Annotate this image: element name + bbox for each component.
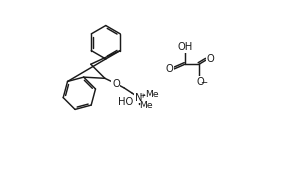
- Text: OH: OH: [177, 42, 193, 52]
- Text: O: O: [112, 79, 120, 89]
- Text: O: O: [196, 77, 204, 87]
- Text: O: O: [166, 64, 174, 74]
- Text: Me: Me: [145, 90, 159, 99]
- Text: O: O: [206, 54, 214, 64]
- Text: +: +: [139, 93, 145, 99]
- Text: HO: HO: [118, 98, 133, 107]
- Text: Me: Me: [139, 101, 153, 110]
- Text: N: N: [135, 93, 143, 103]
- Text: −: −: [200, 77, 207, 87]
